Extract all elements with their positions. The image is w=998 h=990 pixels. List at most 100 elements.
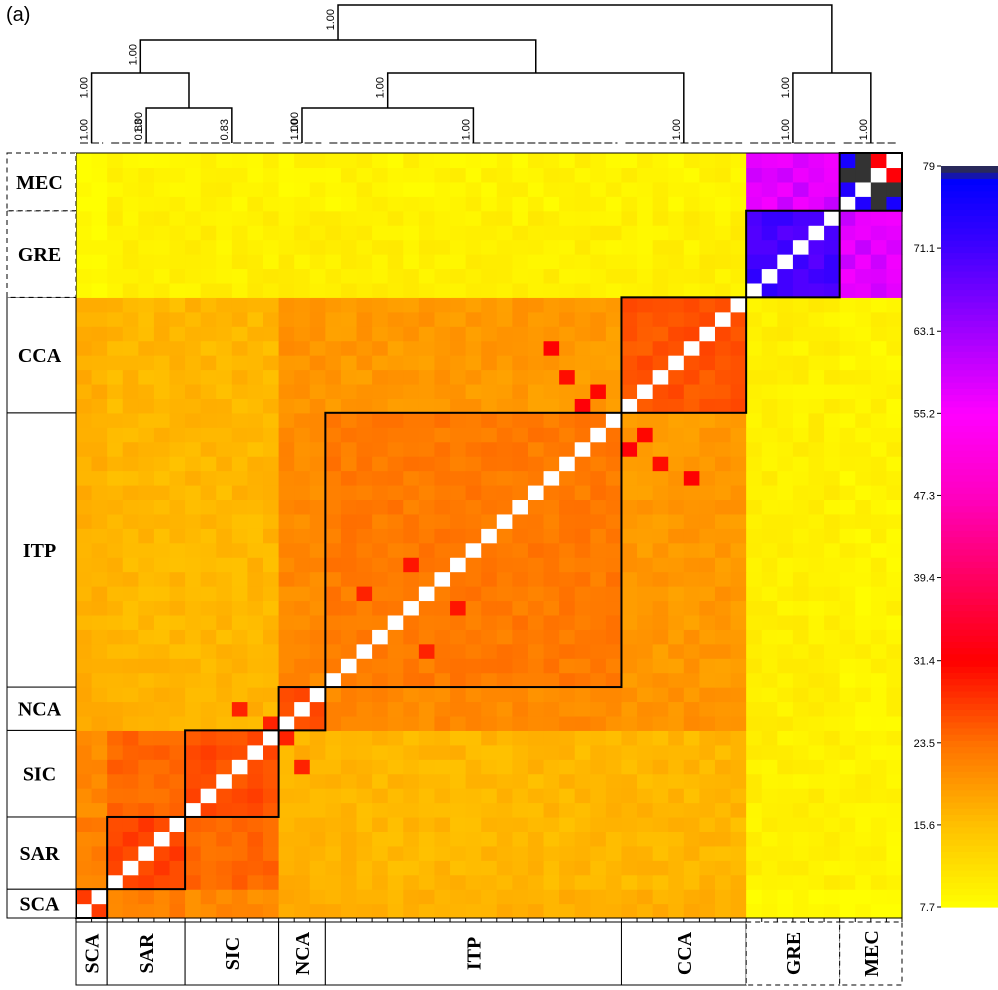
heatmap-cell [730, 860, 747, 876]
heatmap-cell [637, 484, 654, 501]
heatmap-cell [247, 239, 264, 255]
heatmap-cell [153, 643, 171, 659]
heatmap-cell [481, 196, 498, 212]
heatmap-cell [683, 730, 700, 746]
heatmap-cell [543, 369, 560, 385]
heatmap-cell [824, 730, 841, 746]
heatmap-cell [512, 614, 529, 630]
heatmap-cell [107, 614, 124, 630]
heatmap-cell [543, 802, 560, 818]
heatmap-cell [855, 225, 872, 241]
heatmap-cell [839, 903, 856, 919]
heatmap-cell [309, 802, 326, 818]
heatmap-cell [512, 571, 529, 587]
heatmap-cell [761, 773, 778, 789]
heatmap-cell [76, 889, 93, 905]
heatmap-cell [76, 860, 93, 876]
heatmap-cell [76, 484, 93, 501]
heatmap-cell [777, 153, 794, 169]
heatmap-cell [824, 557, 841, 573]
heatmap-cell [808, 889, 825, 905]
column-group-labels: SCA SAR SIC NCA ITP CCA GRE MEC [75, 921, 903, 986]
heatmap-cell [777, 614, 794, 630]
heatmap-cell [263, 773, 280, 789]
heatmap-cell [839, 196, 856, 212]
heatmap-cell [574, 701, 591, 717]
heatmap-cell [792, 268, 810, 284]
heatmap-cell [808, 715, 825, 731]
heatmap-cell [777, 860, 794, 876]
heatmap-cell [543, 268, 560, 284]
heatmap-cell [387, 845, 404, 861]
heatmap-cell [418, 730, 436, 746]
heatmap-cell [107, 816, 124, 832]
heatmap-cell [668, 730, 685, 746]
colorbar-segment [941, 820, 998, 828]
heatmap-cell [605, 181, 623, 197]
heatmap-cell [543, 470, 560, 486]
heatmap-cell [574, 658, 591, 674]
heatmap-cell [574, 528, 591, 544]
row-group-label-sic: SIC [23, 764, 56, 786]
heatmap-cell [231, 874, 249, 890]
heatmap-cell [824, 586, 841, 602]
heatmap-cell [107, 499, 124, 515]
heatmap-cell [122, 239, 139, 255]
heatmap-cell [418, 629, 436, 645]
heatmap-cell [294, 672, 311, 688]
heatmap-cell [356, 845, 373, 861]
heatmap-cell [418, 860, 436, 876]
heatmap-cell [340, 802, 358, 818]
heatmap-cell [450, 643, 467, 659]
heatmap-cell [699, 643, 716, 659]
heatmap-cell [886, 181, 903, 197]
heatmap-cell [153, 499, 171, 515]
heatmap-cell [699, 311, 716, 327]
heatmap-cell [231, 903, 249, 919]
heatmap-cell [76, 874, 93, 890]
heatmap-cell [496, 672, 513, 688]
heatmap-cell [122, 744, 139, 760]
heatmap-cell [294, 470, 311, 486]
heatmap-cell [699, 297, 716, 313]
heatmap-cell [590, 860, 607, 876]
heatmap-cell [216, 586, 233, 602]
heatmap-cell [356, 889, 373, 905]
heatmap-cell [434, 889, 451, 905]
heatmap-cell [434, 456, 451, 472]
heatmap-cell [434, 557, 451, 573]
heatmap-cell [792, 816, 810, 832]
heatmap-cell [153, 874, 171, 890]
heatmap-cell [605, 210, 623, 226]
heatmap-cell [434, 441, 451, 457]
heatmap-cell [792, 484, 810, 501]
heatmap-cell [481, 383, 498, 399]
heatmap-cell [870, 369, 888, 385]
heatmap-cell [808, 441, 825, 457]
heatmap-cell [777, 759, 794, 775]
colorbar-segment [941, 715, 998, 723]
heatmap-cell [403, 499, 420, 515]
heatmap-cell [605, 268, 623, 284]
heatmap-cell [325, 383, 342, 399]
heatmap-cell [247, 441, 264, 457]
heatmap-cell [465, 874, 482, 890]
heatmap-cell [465, 860, 482, 876]
heatmap-cell [434, 643, 451, 659]
colorbar-segment [941, 832, 998, 840]
heatmap-cell [450, 412, 467, 428]
heatmap-cell [216, 773, 233, 789]
heatmap-cell [652, 326, 669, 342]
heatmap-cell [870, 513, 888, 529]
heatmap-cell [294, 629, 311, 645]
heatmap-cell [652, 210, 669, 226]
heatmap-cell [340, 456, 358, 472]
heatmap-cell [138, 571, 155, 587]
heatmap-cell [465, 629, 482, 645]
heatmap-cell [496, 239, 513, 255]
heatmap-cell [870, 687, 888, 703]
heatmap-cell [870, 571, 888, 587]
heatmap-cell [870, 586, 888, 602]
heatmap-cell [481, 282, 498, 298]
heatmap-cell [605, 889, 623, 905]
